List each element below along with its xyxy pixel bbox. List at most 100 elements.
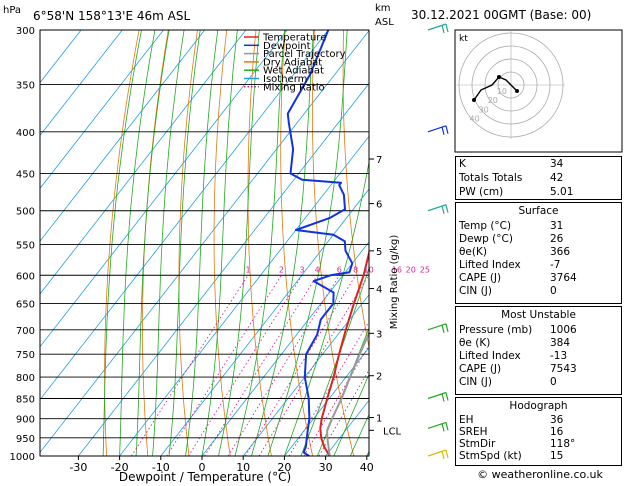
pressure-tick-label: 550 [16,240,35,251]
temperature-tick-label: 30 [319,461,333,474]
mu-row: Lifted Index -13 [459,351,618,364]
wet-adiabat-line [234,30,285,456]
mixing-ratio-label: 8 [353,265,358,274]
index-value: 5.01 [550,186,574,198]
series-line-temperature [319,248,369,456]
mixing-ratio-line [204,275,318,456]
surface-row: CIN (J) 0 [459,286,618,299]
temperature-tick-label: 0 [199,461,206,474]
temperature-tick-label: 20 [277,461,291,474]
mu-row: CIN (J) 0 [459,377,618,390]
isotherm-line [40,30,329,401]
asl-label: ASL [375,17,394,28]
dry-adiabat-line [142,30,169,456]
surface-value: 3764 [550,272,577,284]
x-axis-title: Dewpoint / Temperature (°C) [119,470,291,484]
hodograph-point [515,89,519,93]
wind-barb [427,204,449,214]
surface-value: -7 [550,259,561,271]
index-label: PW (cm) [459,186,504,198]
height-tick-label: 5 [376,247,382,258]
hodo-row: StmSpd (kt) 15 [459,451,618,464]
isotherm-line [78,82,369,456]
hodo-value: 118° [550,438,576,450]
datetime-label: 30.12.2021 00GMT (Base: 00) [411,8,591,22]
index-row: Totals Totals 42 [459,173,618,186]
index-label: Totals Totals [459,172,523,184]
mixing-ratio-lines [131,275,369,456]
wind-barb [427,23,449,34]
pressure-tick-label: 900 [16,415,35,426]
hodograph-ring-label: 10 [497,87,507,96]
isotherm-line [40,30,82,84]
km-label: km [375,3,391,14]
wind-barbs [427,23,449,460]
indices-box: K 34 Totals Totals 42 PW (cm) 5.01 [455,156,622,200]
mu-value: 384 [550,337,571,349]
mu-value: 1006 [550,324,577,336]
isotherm-line [40,30,288,348]
mixing-ratio-line [131,275,249,456]
mixing-ratio-label: 3 [299,265,304,274]
mu-value: 0 [550,376,557,388]
surface-label: Dewp (°C) [459,233,513,245]
mixing-ratio-line [227,275,340,456]
pressure-tick-label: 450 [16,169,35,180]
wind-barb [427,449,449,460]
temperature-tick-label: -30 [69,461,87,474]
series-line-dewpoint [286,30,354,456]
legend-label: Dewpoint [263,41,311,52]
hodograph-ring-label: 20 [488,96,498,105]
height-tick-label: 6 [376,200,382,211]
isotherm-line [40,30,247,295]
pressure-tick-label: 950 [16,434,35,445]
surface-label: θe(K) [459,246,487,258]
temperature-tick-label: 10 [236,461,250,474]
location-label: 6°58'N 158°13'E 46m ASL [33,9,190,23]
isotherm-line [242,294,369,456]
isotherm-line [284,346,369,456]
mu-label: CIN (J) [459,376,492,388]
mixing-ratio-line [318,369,369,456]
mu-row: Pressure (mb) 1006 [459,325,618,338]
index-row: PW (cm) 5.01 [459,187,618,200]
most-unstable-title: Most Unstable [501,309,576,321]
mu-row: CAPE (J) 7543 [459,364,618,377]
index-value: 34 [550,158,564,170]
hodo-row: SREH 16 [459,427,618,440]
hodo-label: SREH [459,426,488,438]
mixing-ratio-labels: 1 2 3 4 6 8 10 16 20 25 [245,265,429,274]
pressure-tick-label: 600 [16,271,35,282]
index-label: K [459,158,466,170]
surface-label: Temp (°C) [459,220,512,232]
pressure-tick-label: 350 [16,81,35,92]
temperature-tick-label: -20 [111,461,129,474]
wind-barb [427,421,449,432]
most-unstable-box: Most Unstable Pressure (mb) 1006 θe (K) 38… [455,306,622,395]
pressure-tick-label: 300 [16,26,35,37]
wet-adiabat-line [218,30,260,456]
surface-row: CAPE (J) 3764 [459,273,618,286]
legend-label: Wet Adiabat [263,66,324,77]
surface-label: CAPE (J) [459,272,502,284]
mixing-ratio-label: 2 [279,265,284,274]
pressure-tick-label: 500 [16,207,35,218]
legend-label: Isotherm [263,74,307,85]
surface-label: CIN (J) [459,285,492,297]
pressure-tick-label: 650 [16,300,35,311]
wet-adiabat-line [251,30,314,456]
mu-label: CAPE (J) [459,363,502,375]
mu-value: -13 [550,350,568,362]
wet-adiabat-line [135,30,170,456]
isotherm-line [40,30,205,242]
isotherm-line [40,30,164,189]
temperature-tick-label: 40 [360,461,374,474]
isotherm-line [40,30,123,137]
surface-row: Dewp (°C) 26 [459,234,618,247]
mixing-ratio-axis-title: Mixing Ratio (g/kg) [389,235,400,330]
legend-label: Temperature [262,33,326,44]
height-tick-label: 3 [376,329,382,340]
mixing-ratio-line [188,275,303,456]
wet-adiabat-line [201,30,238,456]
